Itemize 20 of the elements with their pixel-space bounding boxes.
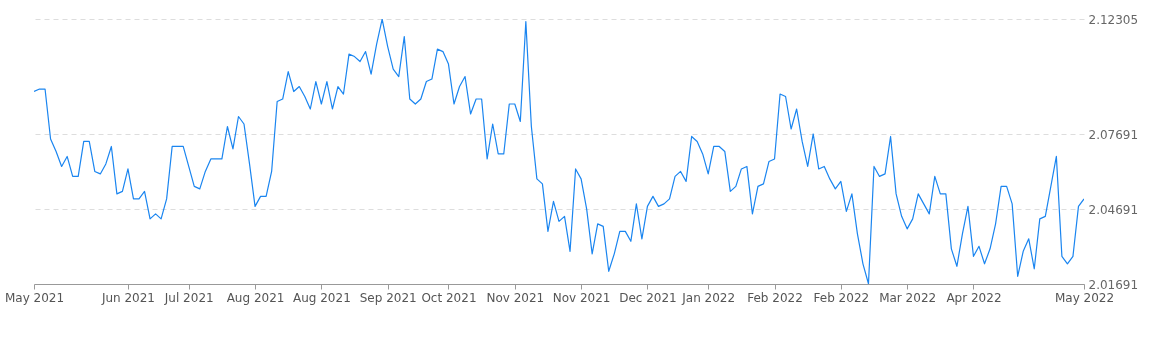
x-tick-label: Nov 2021 <box>552 290 611 305</box>
x-tick-label: Jul 2021 <box>163 290 214 305</box>
y-tick-label: 2.04691 <box>1088 202 1139 217</box>
x-tick-label: Jun 2021 <box>100 290 155 305</box>
x-tick-label: Aug 2021 <box>226 290 285 305</box>
x-tick-label: May 2021 <box>4 290 65 305</box>
x-tick-label: Oct 2021 <box>421 290 477 305</box>
y-tick-label: 2.01691 <box>1088 277 1139 292</box>
x-tick-label: May 2022 <box>1054 290 1115 305</box>
x-tick-label: Mar 2022 <box>879 290 937 305</box>
x-tick-label: Jan 2022 <box>681 290 736 305</box>
x-tick-label: Aug 2021 <box>292 290 351 305</box>
x-tick-label: Feb 2022 <box>747 290 803 305</box>
y-tick-label: 2.12305 <box>1088 12 1139 27</box>
y-tick-label: 2.07691 <box>1088 127 1139 142</box>
x-tick-label: Apr 2022 <box>946 290 1002 305</box>
x-tick-label: Nov 2021 <box>486 290 545 305</box>
x-tick-label: Dec 2021 <box>619 290 677 305</box>
x-tick-label: Feb 2022 <box>813 290 870 305</box>
x-tick-label: Sep 2021 <box>359 290 417 305</box>
